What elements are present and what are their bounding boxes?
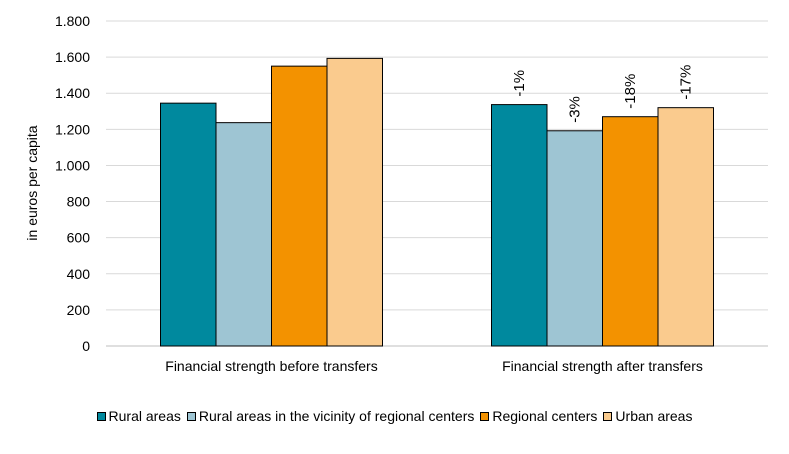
- legend-item: Rural areas in the vicinity of regional …: [186, 408, 475, 424]
- legend-label: Rural areas: [108, 408, 181, 424]
- y-axis-ticks: 0 200 400 600 800 1.000 1.200 1.400 1.600 1.800: [55, 13, 90, 354]
- bar: [546, 130, 603, 347]
- legend-label: Regional centers: [492, 408, 598, 424]
- y-tick-label: 1.200: [55, 121, 90, 137]
- y-axis-label: in euros per capita: [24, 125, 40, 240]
- legend-label: Rural areas in the vicinity of regional …: [198, 408, 475, 424]
- y-tick-label: 800: [67, 194, 91, 210]
- y-tick-label: 0: [82, 338, 90, 354]
- bar: [657, 107, 714, 347]
- legend-item: Rural areas: [96, 408, 181, 424]
- bar: [271, 65, 328, 347]
- y-tick-label: 600: [67, 230, 91, 246]
- legend-item: Urban areas: [603, 408, 692, 424]
- y-tick-label: 400: [67, 266, 91, 282]
- bars: [160, 57, 714, 347]
- bar: [491, 104, 548, 347]
- data-label: -17%: [678, 65, 695, 100]
- y-tick-label: 1.000: [55, 157, 90, 173]
- y-tick-label: 200: [67, 302, 91, 318]
- data-label: -18%: [622, 74, 639, 109]
- data-label: -1%: [511, 70, 528, 97]
- legend: Rural areas Rural areas in the vicinity o…: [0, 408, 789, 424]
- bar: [602, 116, 659, 347]
- bar: [215, 122, 272, 347]
- legend-item: Regional centers: [480, 408, 597, 424]
- x-category-label: Financial strength before transfers: [165, 358, 377, 374]
- legend-swatch: [186, 411, 196, 421]
- y-tick-label: 1.800: [55, 13, 90, 29]
- y-tick-label: 1.600: [55, 49, 90, 65]
- x-axis-categories: Financial strength before transfers Finan…: [165, 358, 703, 374]
- y-tick-label: 1.400: [55, 85, 90, 101]
- legend-swatch: [603, 411, 613, 421]
- legend-label: Urban areas: [615, 408, 693, 424]
- bar: [326, 57, 383, 347]
- legend-swatch: [480, 411, 490, 421]
- data-labels: -1% -3% -18% -17%: [511, 65, 695, 123]
- legend-swatch: [96, 411, 106, 421]
- x-category-label: Financial strength after transfers: [502, 358, 703, 374]
- data-label: -3%: [567, 96, 584, 123]
- bar: [160, 102, 217, 347]
